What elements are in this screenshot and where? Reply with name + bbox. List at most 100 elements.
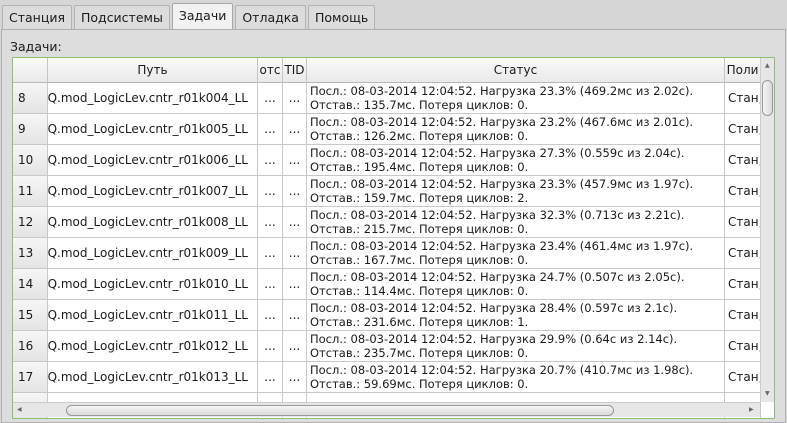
status-line: Отстав.: 215.7мс. Потеря циклов: 0. — [310, 222, 529, 236]
cell-policy: Стан, — [725, 207, 761, 237]
task-path: Q.mod_LogicLev.cntr_r01k010_LL — [48, 269, 258, 299]
cell-tid: ... — [283, 145, 307, 175]
scroll-left-icon[interactable]: ◀ — [17, 406, 22, 413]
task-path: Q.mod_LogicLev.cntr_r01k005_LL — [48, 114, 258, 144]
scroll-down-icon[interactable]: ▼ — [765, 390, 770, 397]
cell-tid: ... — [283, 269, 307, 299]
cell-tid: ... — [283, 207, 307, 237]
tab-1[interactable]: Подсистемы — [74, 5, 170, 30]
table-row[interactable]: 17 Q.mod_LogicLev.cntr_r01k013_LL...... По… — [13, 362, 761, 393]
task-path: Q.mod_LogicLev.cntr_r01k008_LL — [48, 207, 258, 237]
cell-policy: Стан, — [725, 238, 761, 268]
column-header-3[interactable]: TID — [283, 58, 307, 82]
table-row[interactable]: 12 Q.mod_LogicLev.cntr_r01k008_LL...... По… — [13, 207, 761, 238]
task-status: Посл.: 08-03-2014 12:04:52. Нагрузка 23.… — [307, 238, 725, 268]
tab-3[interactable]: Отладка — [235, 5, 306, 30]
scroll-up-icon[interactable]: ▲ — [765, 62, 770, 69]
row-number: 8 — [13, 83, 48, 113]
status-line: Посл.: 08-03-2014 12:04:52. Нагрузка 28.… — [310, 301, 678, 315]
task-status: Посл.: 08-03-2014 12:04:52. Нагрузка 23.… — [307, 114, 725, 144]
row-number: 16 — [13, 331, 48, 361]
vertical-scrollbar[interactable]: ▲ ▼ — [760, 58, 774, 402]
row-number: 12 — [13, 207, 48, 237]
table-row[interactable]: 16 Q.mod_LogicLev.cntr_r01k012_LL...... По… — [13, 331, 761, 362]
cell-ots: ... — [258, 269, 283, 299]
cell-ots: ... — [258, 300, 283, 330]
status-line: Посл.: 08-03-2014 12:04:52. Нагрузка 23.… — [310, 115, 694, 129]
status-line: Отстав.: 135.7мс. Потеря циклов: 0. — [310, 98, 529, 112]
cell-ots: ... — [258, 362, 283, 392]
task-status: Посл.: 08-03-2014 12:04:52. Нагрузка 28.… — [307, 300, 725, 330]
status-line: Посл.: 08-03-2014 12:04:52. Нагрузка 27.… — [310, 146, 685, 160]
cell-tid: ... — [283, 114, 307, 144]
row-number: 9 — [13, 114, 48, 144]
table-row[interactable]: 14 Q.mod_LogicLev.cntr_r01k010_LL...... По… — [13, 269, 761, 300]
cell-policy: Стан, — [725, 83, 761, 113]
cell-policy: Стан, — [725, 331, 761, 361]
cell-policy: Стан, — [725, 362, 761, 392]
cell-policy: Стан, — [725, 176, 761, 206]
cell-tid: ... — [283, 362, 307, 392]
task-status: Посл.: 08-03-2014 12:04:52. Нагрузка 23.… — [307, 176, 725, 206]
table-row[interactable]: 13 Q.mod_LogicLev.cntr_r01k009_LL...... По… — [13, 238, 761, 269]
task-status: Посл.: 08-03-2014 12:04:52. Нагрузка 24.… — [307, 269, 725, 299]
status-line: Отстав.: 159.7мс. Потеря циклов: 2. — [310, 191, 529, 205]
task-status: Посл.: 08-03-2014 12:04:52. Нагрузка 27.… — [307, 145, 725, 175]
column-header-2[interactable]: отс — [258, 58, 283, 82]
task-path: Q.mod_LogicLev.cntr_r01k007_LL — [48, 176, 258, 206]
vertical-scroll-thumb[interactable] — [762, 80, 773, 116]
status-line: Посл.: 08-03-2014 12:04:52. Нагрузка 32.… — [310, 208, 685, 222]
row-number: 11 — [13, 176, 48, 206]
scroll-right-icon[interactable]: ▶ — [749, 406, 754, 413]
table-row[interactable]: 8 Q.mod_LogicLev.cntr_r01k004_LL...... Пос… — [13, 83, 761, 114]
horizontal-scroll-thumb[interactable] — [66, 405, 614, 416]
cell-ots: ... — [258, 145, 283, 175]
table-row[interactable]: 9 Q.mod_LogicLev.cntr_r01k005_LL...... Пос… — [13, 114, 761, 145]
table-row[interactable]: 11 Q.mod_LogicLev.cntr_r01k007_LL...... По… — [13, 176, 761, 207]
column-header-1[interactable]: Путь — [48, 58, 258, 82]
cell-ots: ... — [258, 83, 283, 113]
cell-tid: ... — [283, 300, 307, 330]
row-number: 15 — [13, 300, 48, 330]
section-label: Задачи: — [10, 39, 62, 54]
tab-bar: Станция Подсистемы Задачи Отладка Помощь — [2, 3, 376, 31]
cell-ots: ... — [258, 331, 283, 361]
task-status: Посл.: 08-03-2014 12:04:52. Нагрузка 20.… — [307, 362, 725, 392]
cell-policy: Стан, — [725, 145, 761, 175]
status-line: Отстав.: 126.2мс. Потеря циклов: 0. — [310, 129, 529, 143]
task-path: Q.mod_LogicLev.cntr_r01k011_LL — [48, 300, 258, 330]
status-line: Отстав.: 231.6мс. Потеря циклов: 1. — [310, 315, 529, 329]
cell-policy: Стан, — [725, 114, 761, 144]
status-line: Посл.: 08-03-2014 12:04:52. Нагрузка 23.… — [310, 84, 694, 98]
task-path: Q.mod_LogicLev.cntr_r01k009_LL — [48, 238, 258, 268]
task-status: Посл.: 08-03-2014 12:04:52. Нагрузка 23.… — [307, 83, 725, 113]
table-row[interactable]: 10 Q.mod_LogicLev.cntr_r01k006_LL...... По… — [13, 145, 761, 176]
task-path: Q.mod_LogicLev.cntr_r01k013_LL — [48, 362, 258, 392]
task-path: Q.mod_LogicLev.cntr_r01k004_LL — [48, 83, 258, 113]
cell-ots: ... — [258, 114, 283, 144]
row-number: 17 — [13, 362, 48, 392]
cell-policy: Стан, — [725, 269, 761, 299]
status-line: Отстав.: 59.69мс. Потеря циклов: 0. — [310, 377, 529, 391]
tab-4[interactable]: Помощь — [307, 5, 376, 30]
column-header-5[interactable]: Поли — [725, 58, 761, 82]
cell-tid: ... — [283, 331, 307, 361]
column-header-0[interactable] — [13, 58, 48, 82]
status-line: Отстав.: 195.4мс. Потеря циклов: 0. — [310, 160, 529, 174]
row-number: 13 — [13, 238, 48, 268]
row-number: 14 — [13, 269, 48, 299]
cell-tid: ... — [283, 176, 307, 206]
column-header-4[interactable]: Статус — [307, 58, 725, 82]
horizontal-scrollbar[interactable]: ◀ ▶ — [13, 402, 760, 417]
cell-ots: ... — [258, 207, 283, 237]
cell-ots: ... — [258, 238, 283, 268]
table-header: Путь отс TID Статус Поли — [13, 58, 761, 83]
tab-2[interactable]: Задачи — [171, 3, 234, 31]
task-status: Посл.: 08-03-2014 12:04:52. Нагрузка 32.… — [307, 207, 725, 237]
task-status: Посл.: 08-03-2014 12:04:52. Нагрузка 29.… — [307, 331, 725, 361]
table-row[interactable]: 15 Q.mod_LogicLev.cntr_r01k011_LL...... По… — [13, 300, 761, 331]
cell-tid: ... — [283, 238, 307, 268]
tab-0[interactable]: Станция — [2, 5, 72, 30]
cell-ots: ... — [258, 176, 283, 206]
status-line: Посл.: 08-03-2014 12:04:52. Нагрузка 20.… — [310, 363, 694, 377]
